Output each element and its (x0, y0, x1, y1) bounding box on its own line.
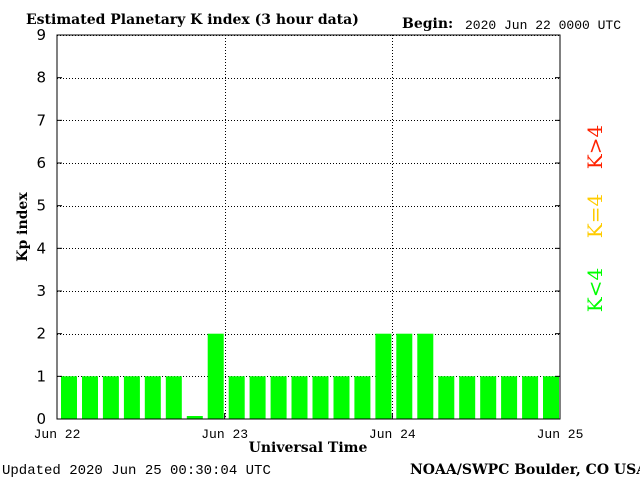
bar (375, 333, 392, 419)
bar (333, 376, 350, 419)
y-tick-label: 0 (36, 410, 46, 428)
y-tick-label: 3 (36, 282, 46, 300)
bar (123, 376, 140, 419)
y-tick-label: 6 (36, 154, 46, 172)
legend-entry: K>4 (583, 125, 607, 169)
y-tick-label: 1 (36, 367, 46, 385)
bar (501, 376, 518, 419)
bar (543, 376, 559, 419)
bar (459, 376, 476, 419)
bars (61, 333, 559, 419)
y-tick-label: 9 (36, 26, 46, 44)
bar (438, 376, 455, 419)
x-axis-ticks: Jun 22 Jun 23 Jun 24 Jun 25 (34, 413, 584, 442)
grid-lines (57, 35, 560, 419)
bar (207, 333, 224, 419)
bar (312, 376, 329, 419)
begin-value: 2020 Jun 22 0000 UTC (465, 18, 621, 33)
bar (417, 333, 434, 419)
x-axis-label: Universal Time (249, 440, 368, 456)
y-axis-ticks: 0 1 2 3 4 5 6 7 8 9 (36, 26, 560, 428)
bar (165, 376, 182, 419)
legend-entry: K<4 (583, 268, 607, 312)
x-tick-label: Jun 25 (537, 427, 584, 442)
bar (270, 376, 287, 419)
bar (186, 416, 203, 419)
bar (291, 376, 308, 419)
bar (61, 376, 77, 419)
bar (396, 333, 413, 419)
bar (102, 376, 119, 419)
x-tick-label: Jun 24 (369, 427, 416, 442)
y-axis-label: Kp index (15, 192, 31, 262)
data-source: NOAA/SWPC Boulder, CO USA (410, 462, 640, 478)
y-tick-label: 5 (36, 197, 46, 215)
updated-timestamp: Updated 2020 Jun 25 00:30:04 UTC (2, 463, 271, 479)
bar (354, 376, 371, 419)
bar (144, 376, 161, 419)
begin-label: Begin: (402, 16, 453, 32)
chart-title: Estimated Planetary K index (3 hour data… (26, 12, 359, 28)
y-tick-label: 8 (36, 69, 46, 87)
bar (82, 376, 98, 419)
bar (249, 376, 266, 419)
legend-entry: K=4 (583, 194, 607, 238)
y-tick-label: 2 (36, 325, 46, 343)
y-tick-label: 7 (36, 111, 46, 129)
y-tick-label: 4 (36, 239, 46, 257)
bar (228, 376, 245, 419)
legend: K>4 K=4 K<4 (583, 125, 607, 312)
x-tick-label: Jun 23 (201, 427, 248, 442)
bar (522, 376, 539, 419)
plot-frame (56, 34, 561, 420)
bar (480, 376, 497, 419)
x-tick-label: Jun 22 (34, 427, 81, 442)
